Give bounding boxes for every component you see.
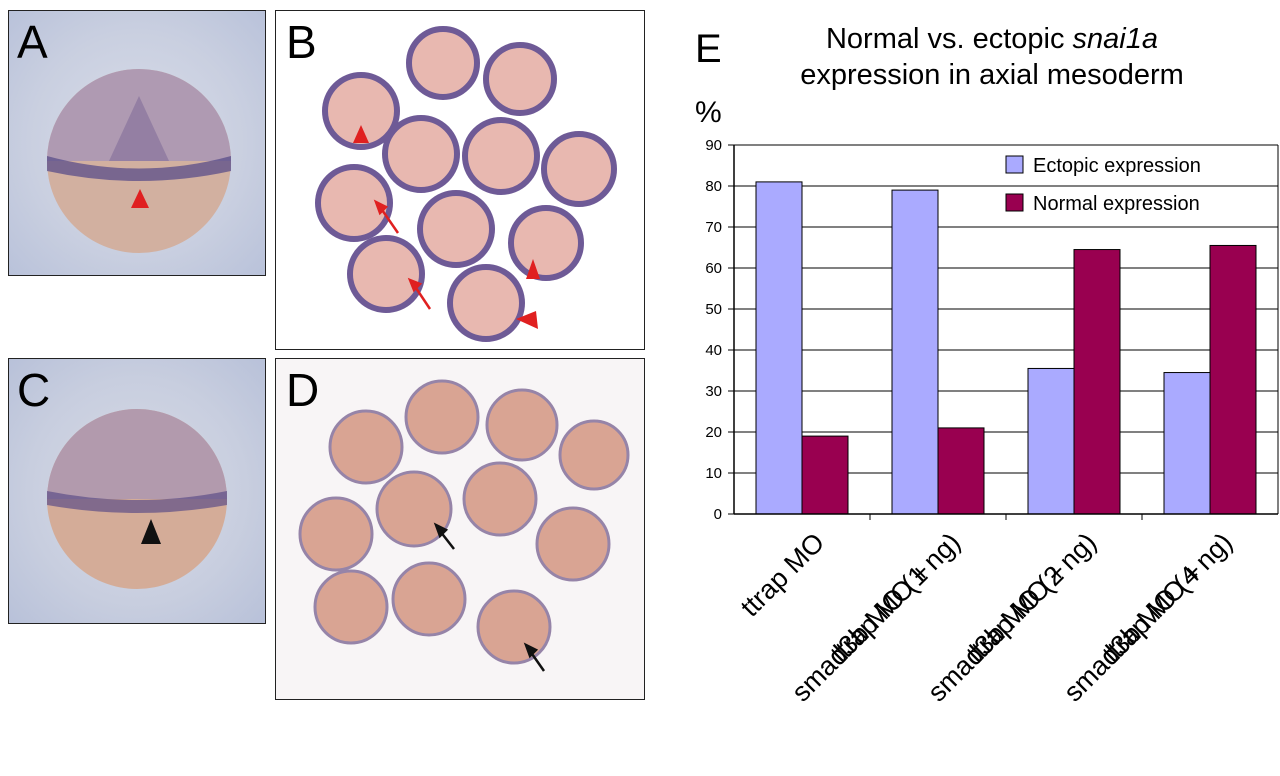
embryo-c-margin <box>47 491 227 513</box>
embryo-c-blastoderm <box>47 409 227 499</box>
y-tick-label: 90 <box>705 137 722 154</box>
embryo-a-axial-domain <box>109 96 169 161</box>
chart-legend: Ectopic expression Normal expression <box>1005 155 1201 215</box>
chart-title-line-2: expression in axial mesoderm <box>800 59 1184 91</box>
panel-letter-a: A <box>17 16 48 68</box>
y-tick-label: 60 <box>705 260 722 277</box>
x-tick-label: ttrap MO <box>735 527 830 622</box>
panel-d-embryo-image: D <box>275 358 645 700</box>
panel-letter-e: E <box>695 27 722 71</box>
y-tick-label: 50 <box>705 301 722 318</box>
y-tick-label: 0 <box>714 506 722 523</box>
chart-title-prefix: Normal vs. ectopic <box>826 23 1073 55</box>
red-arrow-icon <box>373 199 389 216</box>
embryos-d-illustration <box>298 379 630 672</box>
legend-swatch <box>1005 155 1024 174</box>
bar-chart: E Normal vs. ectopic snai1a expression i… <box>695 23 1279 707</box>
red-arrowhead-icon <box>516 311 538 329</box>
y-tick-label: 20 <box>705 424 722 441</box>
legend-swatch <box>1005 193 1024 212</box>
embryos-b-illustration <box>315 26 617 342</box>
bar <box>1163 372 1211 515</box>
chart-panel-e: E Normal vs. ectopic snai1a expression i… <box>688 0 1280 771</box>
panel-letter-d: D <box>286 364 320 416</box>
panel-b-embryo-image: B <box>275 10 645 350</box>
y-tick-label: 80 <box>705 178 722 195</box>
black-arrow-icon <box>523 642 539 659</box>
legend-entry: Ectopic expression <box>1033 155 1201 177</box>
bar <box>1073 249 1121 515</box>
chart-title-line-1: Normal vs. ectopic snai1a <box>826 23 1158 55</box>
panel-letter-b: B <box>286 16 317 68</box>
bar <box>1027 367 1075 515</box>
panel-a-embryo-image: A <box>8 10 266 276</box>
panel-c-embryo-image: C <box>8 358 266 624</box>
red-arrowhead-icon <box>353 125 369 143</box>
chart-title-gene: snai1a <box>1073 23 1158 55</box>
y-tick-label: 10 <box>705 465 722 482</box>
bar <box>937 427 985 515</box>
y-tick-label: 70 <box>705 219 722 236</box>
bar <box>755 181 803 515</box>
y-axis-label: % <box>695 96 722 129</box>
embryo-c-illustration <box>47 409 227 589</box>
embryo-a-illustration <box>47 69 231 253</box>
red-arrowhead-icon <box>131 189 149 208</box>
red-arrow-icon <box>407 277 423 293</box>
bar <box>1209 244 1257 515</box>
embryo-a-margin <box>47 156 231 181</box>
panel-letter-c: C <box>17 364 51 416</box>
red-arrowhead-icon <box>526 259 540 279</box>
black-arrowhead-icon <box>141 519 161 544</box>
legend-entry: Normal expression <box>1033 193 1200 215</box>
y-tick-label: 40 <box>705 342 722 359</box>
y-tick-label: 30 <box>705 383 722 400</box>
bar <box>801 435 849 515</box>
bar <box>891 189 939 515</box>
chart-bars <box>755 181 1257 515</box>
black-arrow-icon <box>433 522 449 539</box>
